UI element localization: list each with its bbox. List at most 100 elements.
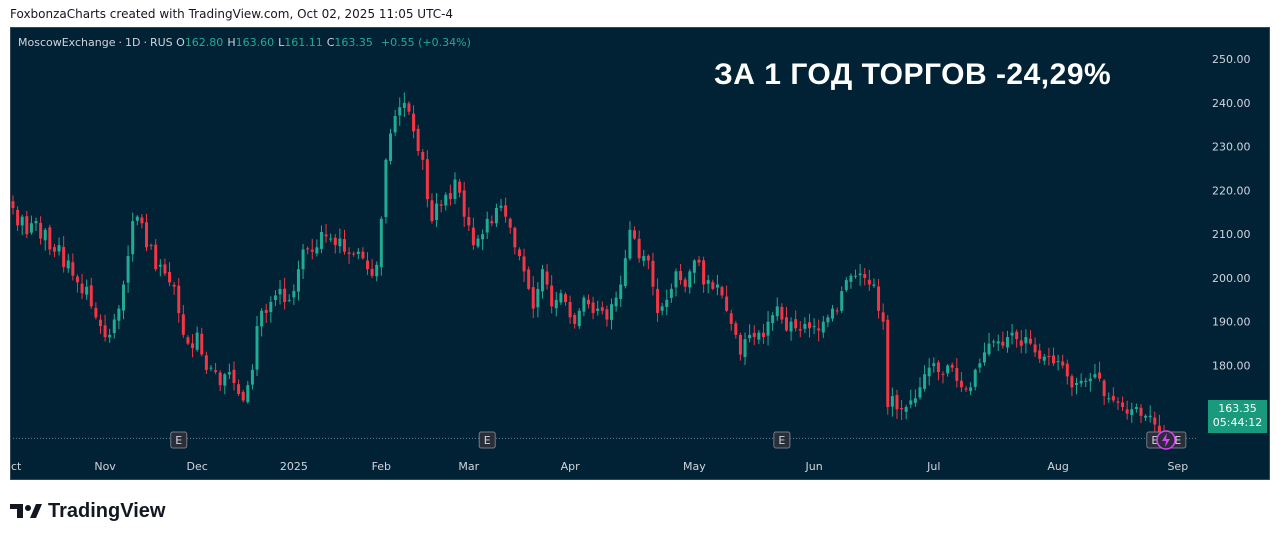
candle <box>729 309 733 331</box>
candle <box>149 243 153 250</box>
candle <box>48 224 52 256</box>
flash-event-icon[interactable] <box>1156 430 1176 450</box>
candle-body <box>577 310 581 327</box>
x-tick-label: Jul <box>926 460 940 473</box>
candle <box>126 245 130 293</box>
candle <box>181 305 185 338</box>
candle-body <box>559 293 563 303</box>
candle <box>895 389 899 419</box>
candle-body <box>807 322 811 329</box>
candle-body <box>287 299 291 301</box>
candle-body <box>568 302 572 318</box>
candle-body <box>913 398 917 403</box>
candle-body <box>389 133 393 161</box>
candle-body <box>177 285 181 313</box>
candle-body <box>669 288 673 298</box>
tradingview-logo-icon <box>10 504 42 518</box>
candle-body <box>1079 380 1083 384</box>
candle <box>356 247 360 260</box>
candle-body <box>651 260 655 287</box>
candle-body <box>34 221 38 224</box>
candle-body <box>1038 350 1042 359</box>
candle-body <box>821 321 825 333</box>
candle-body <box>941 373 945 375</box>
candle-body <box>831 308 835 319</box>
candle <box>504 197 508 223</box>
candle-body <box>29 223 33 233</box>
candle <box>918 377 922 400</box>
candle-body <box>522 256 526 272</box>
candle <box>513 226 517 255</box>
candle-body <box>283 288 287 303</box>
candle-body <box>384 159 388 218</box>
candle-body <box>75 276 79 283</box>
candle-body <box>715 284 719 288</box>
candle-body <box>66 260 70 269</box>
candle-body <box>1121 402 1125 408</box>
candle <box>706 275 710 294</box>
candle-body <box>16 209 20 226</box>
y-tick-label: 220.00 <box>1212 184 1251 197</box>
chart-panel[interactable]: 250.00 240.00 230.00 220.00 210.00 200.00 190.… <box>10 27 1270 480</box>
candle-body <box>260 310 264 327</box>
candle <box>168 262 172 287</box>
candle <box>508 217 512 234</box>
y-tick-label: 240.00 <box>1212 97 1251 110</box>
candle-body <box>158 264 162 267</box>
candle <box>849 273 853 289</box>
candle-body <box>1116 401 1120 403</box>
candle <box>637 230 641 263</box>
candle-body <box>752 332 756 338</box>
candle-body <box>48 227 52 250</box>
candle <box>775 297 779 321</box>
candle <box>757 330 761 345</box>
candle <box>679 264 683 285</box>
candle <box>1130 402 1134 423</box>
x-tick-label: Dec <box>187 460 208 473</box>
candle-body <box>720 287 724 296</box>
candle <box>435 192 439 228</box>
candle <box>1015 329 1019 348</box>
candle <box>453 172 457 205</box>
candle-body <box>692 260 696 273</box>
candle <box>112 313 116 339</box>
candle <box>223 372 227 395</box>
candlestick-chart[interactable]: 250.00 240.00 230.00 220.00 210.00 200.00 190.… <box>11 28 1269 479</box>
candle-body <box>642 256 646 261</box>
candle-body <box>223 374 227 386</box>
candle-body <box>619 284 623 300</box>
tradingview-logo[interactable]: TradingView <box>10 500 165 522</box>
earnings-event-icon[interactable]: E <box>170 431 188 449</box>
candle-body <box>361 251 365 259</box>
legend-ticker: RUS <box>149 36 173 49</box>
candle <box>75 274 79 293</box>
symbol-legend[interactable]: MoscowExchange · 1D · RUS O162.80 H163.60 L161… <box>18 36 471 49</box>
candle <box>886 315 890 415</box>
candle-body <box>1130 409 1134 415</box>
candle-body <box>232 369 236 383</box>
candle <box>913 389 917 407</box>
candle <box>145 213 149 252</box>
candle-body <box>393 116 397 133</box>
candle <box>614 291 618 312</box>
candle-body <box>563 294 567 303</box>
candle <box>904 404 908 420</box>
earnings-event-icon[interactable]: E <box>478 431 496 449</box>
candle-body <box>771 315 775 324</box>
earnings-event-label: E <box>778 434 785 447</box>
candle <box>628 221 632 261</box>
candle-body <box>131 221 135 255</box>
candle <box>720 285 724 299</box>
candle-body <box>748 334 752 339</box>
candle <box>909 389 913 409</box>
last-price-value: 163.35 <box>1218 402 1257 415</box>
candle <box>881 303 885 330</box>
x-tick-label: 2025 <box>280 460 308 473</box>
candle <box>872 278 876 288</box>
candle-body <box>844 280 848 291</box>
earnings-event-icon[interactable]: E <box>773 431 791 449</box>
candle-body <box>407 103 411 112</box>
candle-body <box>1065 363 1069 377</box>
candle <box>573 312 577 329</box>
candle <box>260 308 264 337</box>
